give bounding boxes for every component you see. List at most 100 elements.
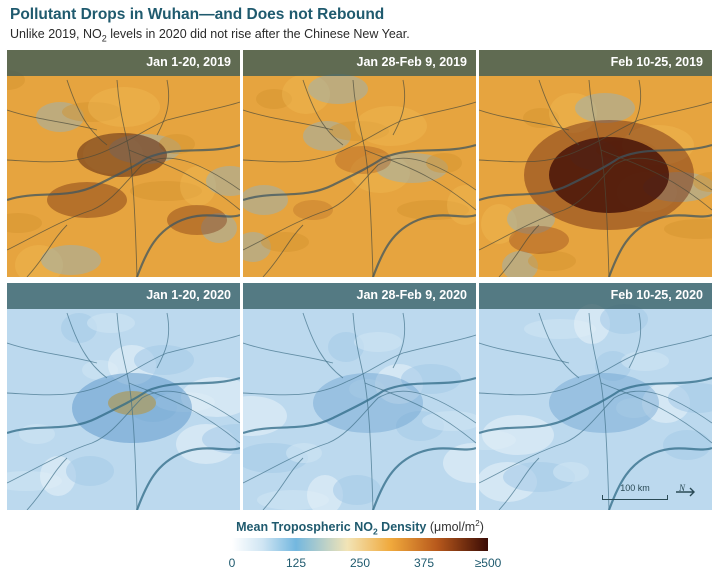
road-line xyxy=(479,157,712,251)
pollution-hotspot xyxy=(549,373,659,433)
density-patch xyxy=(329,121,389,141)
legend-title: Mean Tropospheric NO2 Density (μmol/m2) xyxy=(236,519,484,537)
road-line xyxy=(392,79,406,136)
color-scale-bar xyxy=(232,538,488,551)
road-line xyxy=(66,312,108,379)
panel-date-label: Feb 10-25, 2019 xyxy=(610,55,703,69)
panel-date-label: Jan 28-Feb 9, 2019 xyxy=(356,55,467,69)
road-line xyxy=(243,101,476,163)
road-line xyxy=(352,79,374,277)
road-line xyxy=(498,457,540,510)
river-line xyxy=(371,446,476,510)
pollution-hotspot xyxy=(293,200,333,220)
density-patch xyxy=(443,443,476,483)
density-patch xyxy=(401,364,461,394)
road-line xyxy=(7,157,240,251)
scale-bar-line xyxy=(602,495,668,500)
pollution-hotspot xyxy=(313,373,423,433)
road-line xyxy=(7,390,240,484)
density-patch xyxy=(507,204,555,234)
pollution-hotspot xyxy=(77,133,167,177)
density-patch xyxy=(202,424,240,454)
density-patch xyxy=(600,304,648,334)
density-patch xyxy=(482,415,554,455)
density-patch xyxy=(201,213,237,243)
river-line xyxy=(7,376,240,435)
map-panel-late-jan-2019: Jan 28-Feb 9, 2019 xyxy=(243,50,476,277)
river-line xyxy=(7,143,240,202)
density-patch xyxy=(426,153,462,173)
road-line xyxy=(392,312,406,369)
pollution-hotspot xyxy=(549,137,669,213)
pollution-hotspot xyxy=(524,120,694,230)
map-panel-feb-2019: Feb 10-25, 2019 xyxy=(479,50,712,277)
density-patch xyxy=(256,89,292,109)
density-patch xyxy=(308,74,368,104)
no2-map-late-jan-2020 xyxy=(243,283,476,510)
density-patch xyxy=(574,304,610,344)
density-patch xyxy=(180,166,216,206)
density-patch xyxy=(261,232,309,252)
road-line xyxy=(352,312,374,510)
road-line xyxy=(7,334,240,396)
road-line xyxy=(479,342,570,364)
density-patch xyxy=(621,351,669,371)
no2-map-jan-2020 xyxy=(7,283,240,510)
density-patch xyxy=(243,185,288,215)
road-line xyxy=(600,382,712,444)
legend-tick: 375 xyxy=(413,556,435,570)
road-line xyxy=(479,109,570,131)
road-line xyxy=(628,79,642,136)
legend-tick: 0 xyxy=(228,556,236,570)
road-line xyxy=(243,109,334,131)
road-line xyxy=(498,224,540,277)
density-patch xyxy=(575,93,635,123)
road-line xyxy=(116,79,138,277)
pollution-hotspot xyxy=(509,226,569,254)
density-patch xyxy=(333,475,381,505)
no2-map-feb-2020 xyxy=(479,283,712,510)
north-arrow-label: N xyxy=(678,483,686,493)
road-line xyxy=(7,101,240,163)
panel-title-bar: Jan 1-20, 2019 xyxy=(7,50,240,76)
map-grid: Jan 1-20, 2019 Jan 28-Feb 9, 2019 Feb 10… xyxy=(7,50,712,512)
river-line xyxy=(135,446,240,510)
density-patch xyxy=(159,134,195,154)
road-line xyxy=(302,79,344,146)
road-line xyxy=(588,312,610,510)
panel-date-label: Feb 10-25, 2020 xyxy=(610,288,703,302)
river-line xyxy=(243,143,476,202)
road-line xyxy=(243,334,476,396)
river-line xyxy=(607,213,712,277)
density-patch xyxy=(528,251,576,271)
no2-map-feb-2019 xyxy=(479,50,712,277)
density-patch xyxy=(549,93,597,133)
density-patch xyxy=(354,332,402,352)
legend-tick: ≥500 xyxy=(474,556,502,570)
road-line xyxy=(302,312,344,379)
legend-tick: 250 xyxy=(349,556,371,570)
pollution-hotspot xyxy=(335,146,391,174)
road-line xyxy=(600,149,712,211)
road-line xyxy=(262,457,304,510)
panel-title-bar: Jan 1-20, 2020 xyxy=(7,283,240,309)
road-line xyxy=(128,149,240,211)
road-line xyxy=(26,457,68,510)
density-patch xyxy=(350,153,410,193)
density-patch xyxy=(66,456,114,486)
density-patch xyxy=(668,383,712,413)
density-patch xyxy=(307,475,343,510)
road-line xyxy=(243,390,476,484)
road-line xyxy=(243,157,476,251)
density-patch xyxy=(664,219,712,239)
density-patch xyxy=(481,204,517,244)
density-patch xyxy=(376,153,448,183)
density-patch xyxy=(41,245,101,275)
map-panel-late-jan-2020: Jan 28-Feb 9, 2020 xyxy=(243,283,476,510)
panel-title-bar: Jan 28-Feb 9, 2019 xyxy=(243,50,476,76)
density-patch xyxy=(134,345,194,375)
road-line xyxy=(262,224,304,277)
road-line xyxy=(479,334,712,396)
north-arrow-icon: N xyxy=(676,483,695,497)
scale-bar: 100 km xyxy=(602,483,668,500)
